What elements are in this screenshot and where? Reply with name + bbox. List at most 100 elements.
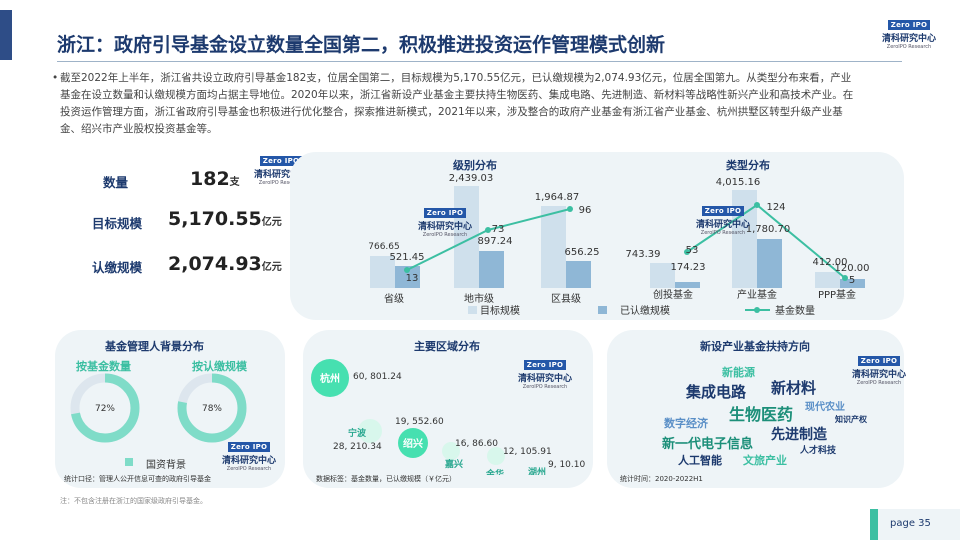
- word-culture-tourism: 文旅产业: [743, 454, 787, 467]
- kpi-label-count: 数量: [103, 175, 129, 190]
- page-accent: [870, 509, 878, 540]
- axis-type-vc: 创投基金: [653, 288, 693, 301]
- label-level-city-subscribed: 897.24: [478, 236, 513, 247]
- regions-bubbles: 杭州 60, 801.24 宁波 28, 210.34 绍兴 19, 552.6…: [311, 359, 585, 475]
- label-level-province-count: 13: [406, 273, 419, 284]
- regions-note: 数据标签：基金数量，已认缴规模（￥亿元）: [316, 475, 456, 483]
- label-type-ppp-target: 412.00: [813, 257, 848, 268]
- bubble-shaoxing-value: 19, 552.60: [395, 417, 444, 427]
- fund-bar-charts: 级别分布 766.65 521.45 13 2,439.03 73 897.24…: [368, 158, 870, 317]
- label-type-vc-count: 53: [686, 245, 699, 256]
- label-type-vc-target: 743.39: [626, 249, 661, 260]
- bubble-huzhou-value: 9, 10.10: [548, 460, 585, 470]
- bar-type-ppp-target: [815, 272, 840, 288]
- bar-type-industry-subscribed: [757, 239, 782, 288]
- word-advanced-mfg: 先进制造: [771, 427, 827, 443]
- axis-level-province: 省级: [384, 292, 404, 305]
- bubble-huzhou-name: 湖州: [528, 466, 546, 475]
- label-level-city-target: 2,439.03: [449, 173, 494, 184]
- word-electronic-info: 新一代电子信息: [662, 437, 754, 452]
- page-title: 浙江：政府引导基金设立数量全国第二，积极推进投资运作管理模式创新: [57, 34, 666, 56]
- footnote: 注：不包含注册在浙江的国家级政府引导基金。: [60, 497, 207, 505]
- title-divider: [57, 61, 902, 62]
- point-type-ppp: [842, 275, 848, 281]
- bubble-shaoxing-name: 绍兴: [403, 437, 423, 450]
- axis-type-industry: 产业基金: [737, 288, 777, 301]
- bubble-jiaxing-value: 16, 86.60: [455, 439, 498, 449]
- kpi-value-target: 5,170.55亿元: [168, 208, 282, 230]
- word-biomed: 生物医药: [729, 405, 794, 424]
- bar-level-county-target: [541, 206, 566, 288]
- word-ic: 集成电路: [686, 383, 747, 401]
- industries-panel: [607, 330, 904, 488]
- point-type-industry: [754, 202, 760, 208]
- point-level-province: [404, 267, 410, 273]
- bar-level-province-subscribed: [395, 266, 420, 288]
- donut1-arc: [70, 373, 140, 443]
- label-type-ppp-subscribed: 120.00: [835, 263, 870, 274]
- bubble-jiaxing: [442, 442, 460, 460]
- legend-swatch-subscribed: [598, 306, 607, 314]
- legend-label-count: 基金数量: [775, 304, 815, 317]
- bar-level-county-subscribed: [566, 261, 591, 288]
- regions-panel: [303, 330, 593, 488]
- point-type-vc: [684, 249, 690, 255]
- bar-type-vc-target: [650, 263, 675, 288]
- industries-note: 统计时间：2020-2022H1: [620, 475, 703, 483]
- bar-type-industry-target: [732, 190, 757, 288]
- page-number: page 35: [890, 518, 931, 529]
- label-level-province-target: 766.65: [368, 242, 400, 252]
- kpi-value-subscribed: 2,074.93亿元: [168, 253, 282, 275]
- manager-panel: [55, 330, 285, 488]
- summary-paragraph: • 截至2022年上半年，浙江省共设立政府引导基金182支，位居全国第二，目标规…: [52, 72, 854, 135]
- donut2-arc: [177, 373, 247, 443]
- kpi-label-target: 目标规模: [92, 216, 143, 231]
- bubble-shaoxing: [398, 428, 428, 458]
- legend-marker-count: [754, 307, 760, 313]
- bar-type-vc-subscribed: [675, 282, 700, 288]
- donut1-label: 按基金数量: [76, 360, 131, 373]
- bubble-jinhua-value: 12, 105.91: [503, 447, 552, 457]
- legend-label-target: 目标规模: [480, 304, 520, 317]
- label-type-vc-subscribed: 174.23: [671, 262, 706, 273]
- zeroipo-logo: Zero IPO 清科研究中心 ZeroIPO Research: [696, 206, 751, 236]
- word-new-material: 新材料: [771, 379, 817, 397]
- header-accent-bar: [0, 10, 12, 60]
- word-ip: 知识产权: [835, 415, 867, 424]
- charts-panel: [290, 152, 904, 320]
- donut2-value: 78%: [202, 404, 222, 414]
- label-type-industry-target: 4,015.16: [716, 177, 761, 188]
- point-level-county: [567, 206, 573, 212]
- word-digital-economy: 数字经济: [664, 417, 708, 430]
- point-level-city: [485, 227, 491, 233]
- donut2-label: 按认缴规模: [192, 360, 247, 373]
- bullet-dot: •: [52, 72, 59, 84]
- manager-note: 统计口径：管理人公开信息可查的政府引导基金: [64, 475, 211, 483]
- label-level-county-count: 96: [579, 205, 592, 216]
- legend-swatch-state: [125, 458, 133, 466]
- label-type-ppp-count: 5: [849, 275, 855, 286]
- manager-panel-title: 基金管理人背景分布: [105, 340, 204, 353]
- bubble-hangzhou: [311, 359, 349, 397]
- zeroipo-logo: Zero IPO 清科研究中心 ZeroIPO Research: [882, 20, 937, 50]
- bar-level-province-target: [370, 256, 395, 288]
- kpi-label-subscribed: 认缴规模: [92, 260, 143, 275]
- zeroipo-logo: Zero IPO 清科研究中心 ZeroIPO Research: [254, 156, 309, 186]
- bubble-ningbo: [358, 419, 382, 443]
- zeroipo-logo: Zero IPO 清科研究中心 ZeroIPO Research: [418, 208, 473, 238]
- word-talent-tech: 人才科技: [800, 446, 837, 456]
- axis-level-county: 区县级: [551, 293, 581, 305]
- axis-type-ppp: PPP基金: [818, 288, 856, 301]
- label-level-county-subscribed: 656.25: [565, 247, 600, 258]
- word-new-energy: 新能源: [722, 366, 755, 379]
- bubble-ningbo-value: 28, 210.34: [333, 442, 382, 452]
- bubble-jiaxing-name: 嘉兴: [444, 458, 463, 470]
- regions-panel-title: 主要区域分布: [414, 340, 480, 353]
- zeroipo-logo: Zero IPO 清科研究中心 ZeroIPO Research: [518, 360, 573, 390]
- label-type-industry-count: 124: [766, 202, 785, 213]
- legend-label-state: 国资背景: [146, 460, 186, 471]
- zeroipo-logo: Zero IPO 清科研究中心 ZeroIPO Research: [852, 356, 907, 386]
- kpi-value-count: 182支: [190, 168, 240, 190]
- label-level-province-subscribed: 521.45: [390, 252, 425, 263]
- page-number-box: [870, 509, 960, 540]
